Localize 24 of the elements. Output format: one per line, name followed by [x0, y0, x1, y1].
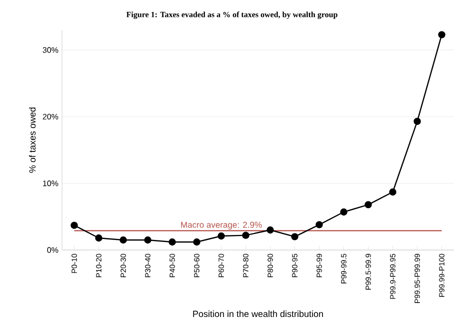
point: [70, 222, 78, 229]
y-tick-label: 0%: [47, 247, 58, 253]
x-axis-title: Position in the wealth distribution: [193, 310, 323, 318]
point: [291, 233, 298, 240]
y-tick-label: 30%: [42, 47, 58, 53]
point: [144, 236, 152, 244]
point: [193, 238, 200, 246]
point: [316, 221, 323, 228]
point: [95, 234, 102, 242]
y-tick-label: 20%: [42, 114, 58, 120]
point: [364, 201, 372, 208]
chart-title: Figure 1: Taxes evaded as a % of taxes owed, by wealth group: [126, 12, 338, 19]
point: [389, 188, 396, 196]
point: [120, 236, 127, 244]
point: [168, 238, 176, 246]
ref-line-label: Macro average: 2.9%: [181, 222, 262, 230]
y-tick-label: 10%: [43, 180, 58, 186]
y-axis-title: % of taxes owed: [28, 108, 36, 173]
point: [438, 31, 446, 38]
point: [266, 226, 274, 234]
point: [340, 208, 348, 216]
point: [218, 232, 225, 240]
point: [414, 118, 421, 125]
point: [242, 232, 250, 239]
